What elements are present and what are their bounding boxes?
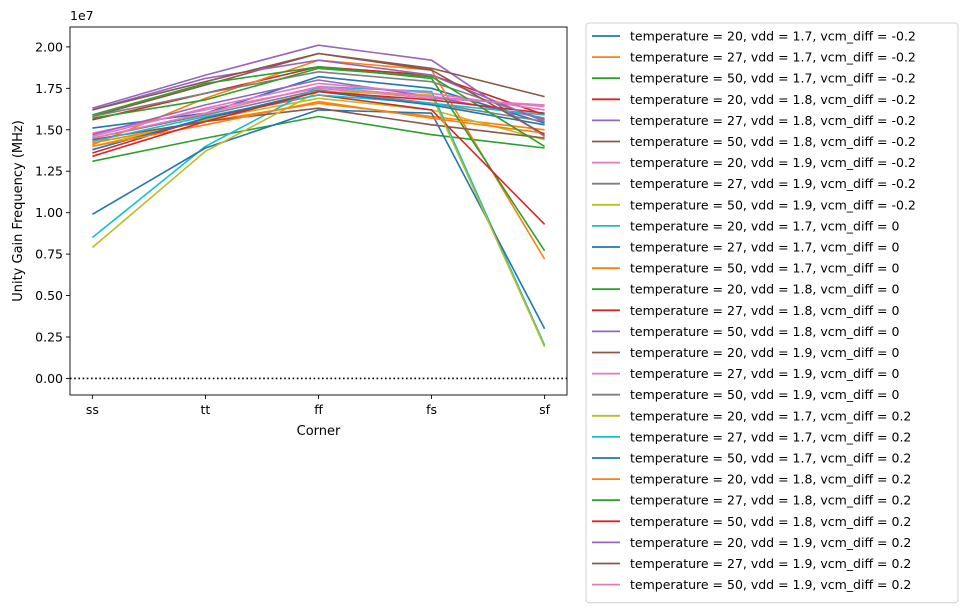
legend-entry: temperature = 50, vdd = 1.8, vcm_diff = …: [630, 134, 916, 149]
legend-entry: temperature = 20, vdd = 1.7, vcm_diff = …: [630, 218, 899, 233]
legend-entry: temperature = 20, vdd = 1.7, vcm_diff = …: [630, 408, 911, 423]
series-line-17: [92, 82, 545, 138]
legend-entry: temperature = 50, vdd = 1.7, vcm_diff = …: [630, 261, 899, 276]
y-axis-offset-text: 1e7: [70, 8, 94, 23]
legend-entry: temperature = 20, vdd = 1.8, vcm_diff = …: [630, 472, 911, 487]
series-line-14: [92, 94, 546, 225]
x-tick-label: tt: [201, 402, 211, 417]
legend-entry: temperature = 50, vdd = 1.9, vcm_diff = …: [630, 577, 911, 592]
y-tick-label: 0.00: [35, 371, 63, 386]
legend-entry: temperature = 20, vdd = 1.9, vcm_diff = …: [630, 535, 911, 550]
legend-entry: temperature = 20, vdd = 1.8, vcm_diff = …: [630, 282, 899, 297]
y-axis-label: Unity Gain Frequency (MHz): [11, 120, 26, 302]
series-line-22: [92, 100, 545, 148]
legend-entry: temperature = 20, vdd = 1.9, vcm_diff = …: [630, 345, 899, 360]
series-line-24: [92, 90, 545, 158]
legend-entry: temperature = 50, vdd = 1.8, vcm_diff = …: [630, 514, 911, 529]
plot-area-frame: [69, 26, 568, 396]
series-line-11: [91, 109, 546, 330]
legend-entry: temperature = 50, vdd = 1.9, vcm_diff = …: [630, 197, 916, 212]
legend-entry: temperature = 20, vdd = 1.8, vcm_diff = …: [630, 92, 916, 107]
legend-entry: temperature = 50, vdd = 1.7, vcm_diff = …: [630, 451, 911, 466]
series-line-3: [92, 115, 545, 163]
x-tick-label: fs: [426, 402, 437, 417]
legend-entry: temperature = 27, vdd = 1.8, vcm_diff = …: [630, 303, 899, 318]
x-tick-label: sf: [539, 402, 551, 417]
series-line-26: [92, 52, 545, 136]
series-line-25: [92, 59, 545, 123]
x-tick-label: ff: [314, 402, 323, 417]
series-line-8: [92, 89, 545, 139]
legend-entry: temperature = 27, vdd = 1.9, vcm_diff = …: [630, 556, 911, 571]
legend-entry: temperature = 27, vdd = 1.7, vcm_diff = …: [630, 240, 899, 255]
y-tick-label: 0.50: [35, 288, 63, 303]
y-tick-label: 1.25: [35, 164, 63, 179]
y-tick-label: 0.75: [35, 247, 63, 262]
series-line-27: [92, 85, 545, 139]
legend-entry: temperature = 27, vdd = 1.8, vcm_diff = …: [630, 493, 911, 508]
legend-entry: temperature = 27, vdd = 1.9, vcm_diff = …: [630, 176, 916, 191]
y-tick-label: 1.00: [35, 205, 63, 220]
series-line-13: [92, 66, 546, 252]
y-axis: 0.00 0.25 0.50 0.75 1.00 1.25 1.50 1.75 2.00: [35, 39, 70, 386]
x-axis-label: Corner: [297, 424, 341, 439]
legend-entry: temperature = 27, vdd = 1.7, vcm_diff = …: [630, 429, 911, 444]
y-tick-label: 1.50: [35, 122, 63, 137]
y-tick-label: 2.00: [35, 39, 63, 54]
x-tick-label: ss: [86, 402, 99, 417]
legend-entry: temperature = 20, vdd = 1.7, vcm_diff = …: [630, 29, 916, 44]
series-line-5: [92, 44, 546, 138]
y-tick-label: 0.25: [35, 329, 63, 344]
series-line-16: [92, 107, 545, 141]
legend-entry: temperature = 20, vdd = 1.9, vcm_diff = …: [630, 155, 916, 170]
legend: temperature = 20, vdd = 1.7, vcm_diff = …: [585, 22, 959, 604]
legend-entry: temperature = 27, vdd = 1.9, vcm_diff = …: [630, 366, 899, 381]
plot-series-group: [91, 44, 546, 348]
series-line-18: [92, 71, 545, 121]
legend-entry: temperature = 50, vdd = 1.7, vcm_diff = …: [630, 71, 916, 86]
y-tick-label: 1.75: [35, 81, 63, 96]
legend-entry: temperature = 50, vdd = 1.9, vcm_diff = …: [630, 387, 899, 402]
legend-entry: temperature = 27, vdd = 1.8, vcm_diff = …: [630, 113, 916, 128]
series-line-20: [92, 94, 545, 143]
legend-box: [585, 22, 959, 604]
series-line-10: [91, 85, 546, 346]
legend-entry: temperature = 27, vdd = 1.7, vcm_diff = …: [630, 50, 916, 65]
legend-entry: temperature = 50, vdd = 1.8, vcm_diff = …: [630, 324, 899, 339]
x-axis: ss tt ff fs sf: [86, 395, 551, 417]
